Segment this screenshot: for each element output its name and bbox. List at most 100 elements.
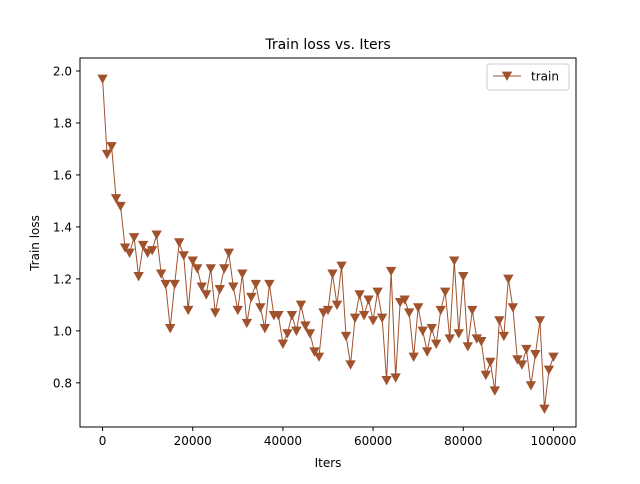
y-tick-label: 1.0	[53, 324, 72, 338]
plot-frame	[79, 57, 577, 428]
chart-title: Train loss vs. Iters	[264, 37, 390, 53]
series-layer	[97, 74, 559, 414]
data-point-marker	[133, 272, 144, 282]
y-tick-label: 1.4	[53, 220, 72, 234]
x-tick-label: 60000	[354, 434, 392, 448]
data-point-marker	[516, 360, 528, 370]
data-point-marker	[282, 329, 293, 339]
data-point-marker	[503, 274, 514, 284]
data-point-marker	[246, 292, 257, 303]
data-point-marker	[273, 311, 284, 321]
data-point-marker	[327, 269, 338, 279]
y-tick-label: 1.6	[53, 168, 72, 182]
x-tick-label: 0	[99, 434, 107, 448]
data-point-marker	[422, 347, 433, 357]
y-tick-label: 1.2	[53, 272, 72, 286]
data-point-marker	[462, 342, 473, 352]
data-point-marker	[449, 256, 460, 266]
data-point-marker	[295, 300, 307, 310]
x-tick-label: 40000	[264, 434, 302, 448]
data-point-marker	[440, 287, 451, 297]
data-point-marker	[413, 303, 424, 313]
y-axis-label: Train loss	[28, 215, 42, 272]
data-point-marker	[110, 194, 122, 204]
data-point-marker	[363, 295, 374, 305]
data-point-marker	[376, 313, 388, 323]
data-point-marker	[340, 331, 352, 342]
data-point-marker	[385, 266, 397, 277]
x-axis-ticks: 0 20000 40000 60000 80000 100000	[99, 427, 576, 448]
data-point-marker	[128, 233, 140, 243]
data-point-marker	[354, 290, 365, 300]
data-point-marker	[151, 230, 162, 240]
data-point-marker	[146, 246, 158, 256]
data-point-marker	[192, 264, 203, 274]
data-point-marker	[345, 360, 356, 370]
data-point-marker	[115, 201, 126, 212]
data-point-marker	[264, 279, 275, 290]
data-point-marker	[205, 264, 216, 274]
data-point-marker	[291, 326, 302, 336]
data-point-marker	[160, 279, 171, 290]
data-point-marker	[241, 318, 253, 329]
x-tick-label: 20000	[174, 434, 212, 448]
y-tick-label: 0.8	[53, 376, 72, 390]
data-point-marker	[119, 243, 131, 253]
data-point-marker	[489, 386, 501, 396]
data-point-marker	[313, 352, 325, 362]
data-point-marker	[381, 376, 392, 386]
data-point-marker	[214, 285, 225, 295]
data-point-marker	[322, 305, 334, 316]
data-point-marker	[137, 240, 149, 251]
data-point-marker	[187, 256, 198, 266]
data-point-marker	[183, 305, 194, 316]
data-point-marker	[403, 308, 415, 318]
data-point-marker	[467, 305, 478, 316]
data-point-marker	[512, 355, 523, 365]
legend-box	[486, 63, 570, 91]
data-point-marker	[309, 347, 320, 357]
data-point-marker	[201, 290, 212, 300]
legend: train	[486, 63, 570, 91]
data-point-marker	[124, 248, 135, 258]
data-point-marker	[250, 279, 262, 290]
data-point-marker	[101, 149, 113, 160]
data-point-marker	[530, 350, 541, 360]
data-point-marker	[548, 352, 559, 362]
y-tick-label: 1.8	[53, 116, 72, 130]
legend-entry-train: train	[531, 70, 559, 84]
data-point-marker	[336, 261, 347, 271]
data-point-marker	[349, 313, 361, 323]
data-point-marker	[178, 251, 189, 261]
data-point-marker	[476, 337, 487, 347]
data-point-marker	[300, 321, 311, 331]
data-point-marker	[390, 373, 401, 383]
data-point-marker	[196, 282, 207, 292]
data-point-marker	[210, 308, 221, 318]
data-point-marker	[169, 279, 180, 290]
data-point-marker	[521, 344, 532, 355]
data-point-marker	[304, 329, 316, 339]
data-point-marker	[494, 316, 505, 326]
data-point-marker	[458, 272, 469, 282]
data-point-marker	[286, 311, 298, 321]
data-point-marker	[367, 316, 379, 326]
data-point-marker	[174, 238, 185, 248]
data-point-marker	[255, 303, 266, 313]
data-point-marker	[507, 303, 519, 313]
data-point-marker	[372, 287, 383, 297]
data-point-marker	[534, 316, 546, 326]
data-point-marker	[444, 334, 455, 344]
data-point-marker	[417, 326, 428, 336]
data-point-marker	[155, 269, 167, 279]
x-axis-label: Iters	[315, 456, 342, 470]
data-point-marker	[426, 324, 437, 334]
data-point-marker	[399, 295, 410, 305]
data-point-marker	[277, 339, 289, 349]
y-tick-label: 2.0	[53, 64, 72, 78]
data-point-marker	[97, 74, 108, 84]
data-point-marker	[453, 329, 464, 339]
data-point-marker	[228, 282, 239, 292]
data-point-marker	[431, 339, 442, 349]
